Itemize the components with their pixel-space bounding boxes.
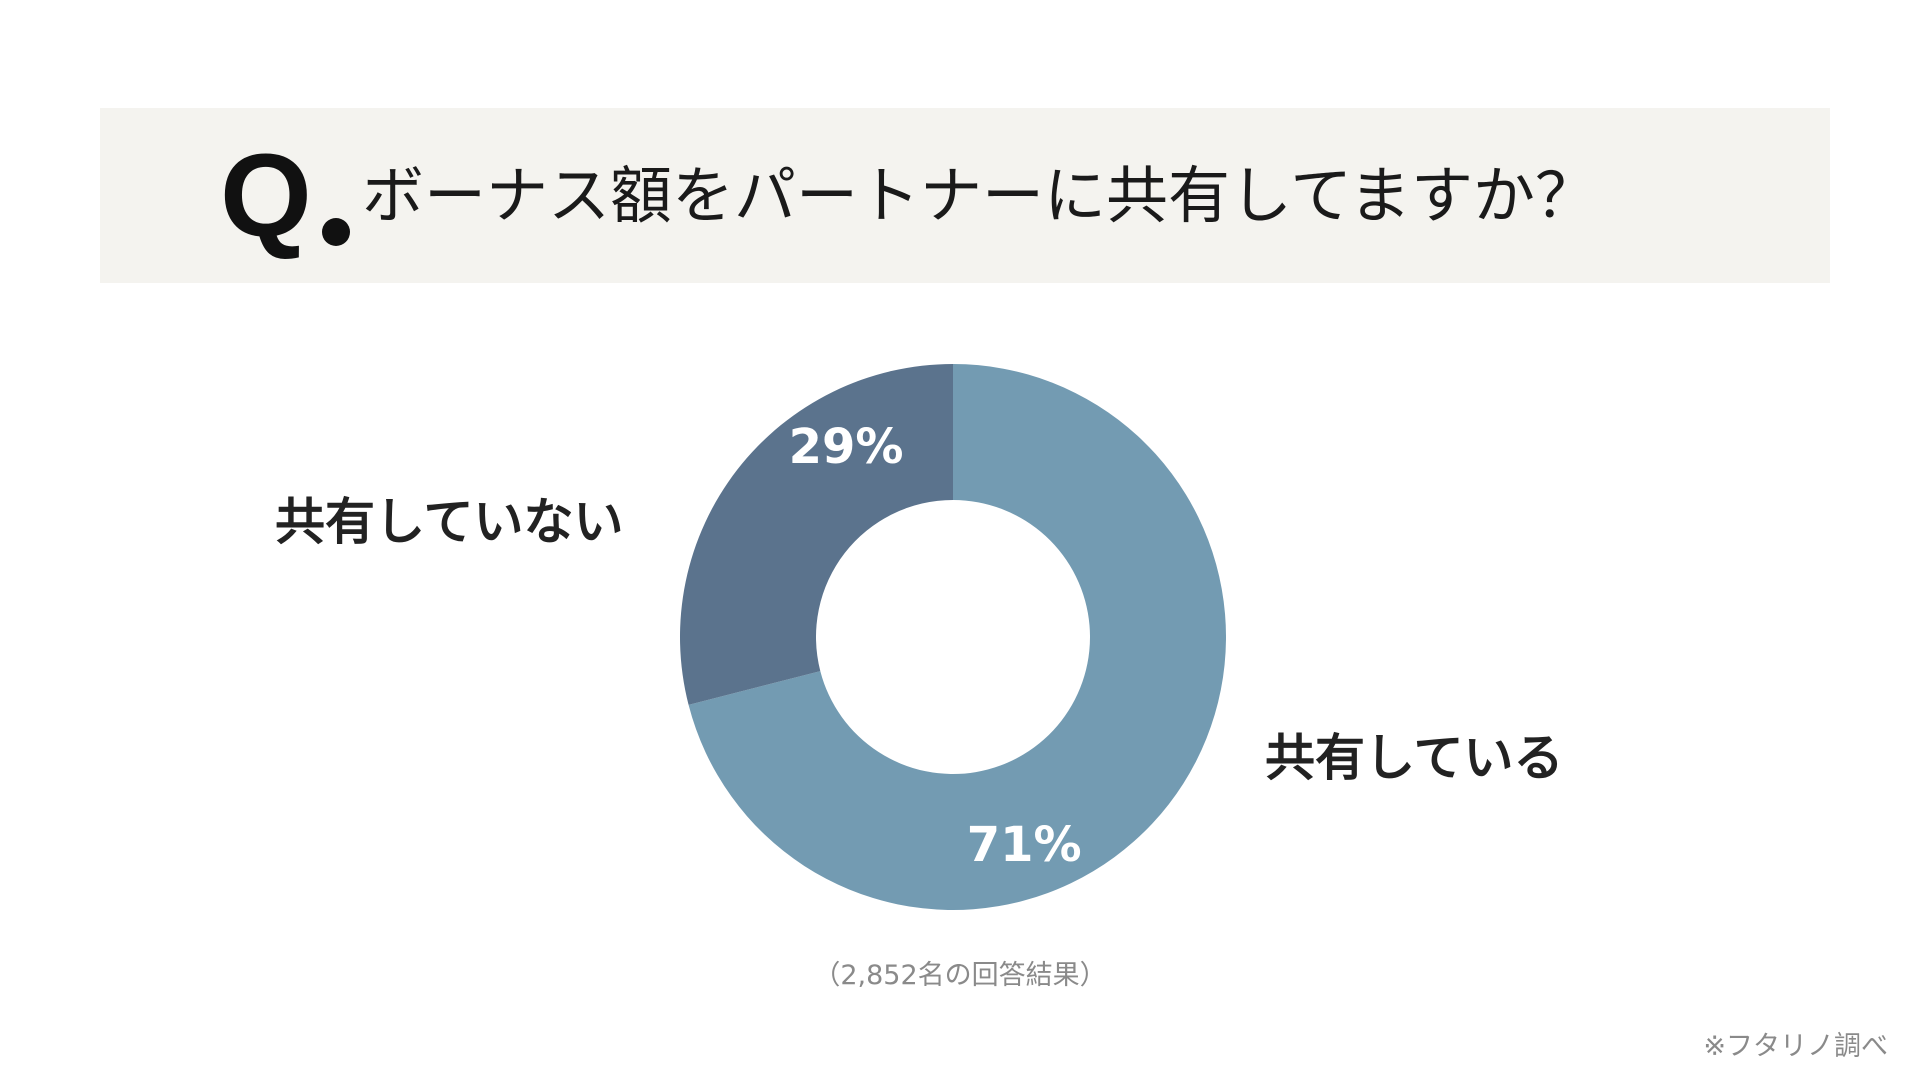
slice-label-not-shared: 29% xyxy=(789,419,904,475)
question-text: ボーナス額をパートナーに共有してますか？ xyxy=(362,159,1598,232)
label-not-shared: 共有していない xyxy=(275,493,624,551)
question-dot xyxy=(322,218,350,246)
source-note: ※フタリノ調べ xyxy=(1703,1031,1888,1062)
slice-shared xyxy=(688,364,1226,910)
label-shared: 共有している xyxy=(1265,729,1564,787)
slice-not-shared xyxy=(680,364,953,705)
slice-label-shared: 71% xyxy=(967,817,1082,873)
question-prefix: Q xyxy=(220,130,312,262)
question-banner: Q ボーナス額をパートナーに共有してますか？ xyxy=(100,108,1830,283)
respondent-note: （2,852名の回答結果） xyxy=(813,960,1107,991)
